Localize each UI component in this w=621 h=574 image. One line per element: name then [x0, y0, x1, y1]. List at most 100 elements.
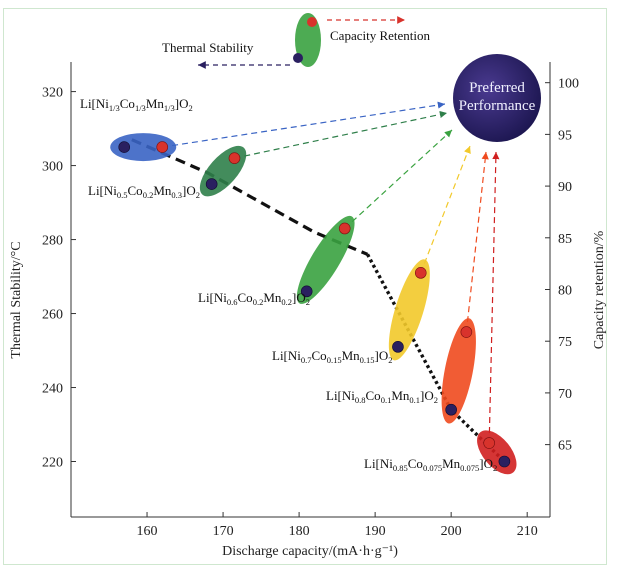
- y-right-tick-label: 100: [558, 77, 579, 92]
- label-part: Mn: [442, 456, 461, 471]
- legend-capacity-dot: [307, 17, 317, 27]
- label-subscript: 1/3: [135, 103, 146, 113]
- label-subscript: 2: [434, 395, 438, 405]
- y-left-tick-label: 280: [42, 234, 63, 249]
- legend-thermal-dot: [293, 53, 303, 63]
- label-part: ]O: [420, 388, 434, 403]
- label-subscript: 0.2: [253, 297, 264, 307]
- label-part: ]O: [375, 348, 389, 363]
- material-oval: [199, 145, 247, 197]
- thermal-stability-point: [205, 178, 218, 190]
- retention-arrow: [465, 151, 489, 333]
- thermal-stability-point: [392, 341, 404, 353]
- label-part: Li[Ni: [326, 388, 355, 403]
- label-part: Li[Ni: [272, 348, 301, 363]
- label-part: Mn: [146, 96, 165, 111]
- label-part: ]O: [292, 290, 306, 305]
- retention-arrow: [162, 101, 446, 148]
- y-right-tick-label: 70: [558, 387, 572, 402]
- label-part: Li[Ni: [80, 96, 109, 111]
- label-part: Co: [238, 290, 253, 305]
- x-tick-label: 190: [365, 524, 386, 539]
- label-group: Li[Ni1/3Co1/3Mn1/3]O2Li[Ni0.5Co0.2Mn0.3]…: [80, 96, 497, 473]
- label-subscript: 0.075: [423, 463, 442, 473]
- label-subscript: 2: [196, 190, 200, 200]
- label-part: Mn: [153, 183, 172, 198]
- material-group: [110, 133, 517, 475]
- y-left-tick-label: 240: [42, 382, 63, 397]
- label-subscript: 0.2: [281, 297, 292, 307]
- material-oval: [110, 133, 177, 162]
- label-part: ]O: [479, 456, 493, 471]
- thermal-stability-point: [300, 285, 313, 298]
- label-part: ]O: [175, 96, 189, 111]
- legend-thermal-label: Thermal Stability: [162, 40, 254, 55]
- legend: Capacity Retention Thermal Stability: [162, 13, 431, 69]
- material-label: Li[Ni0.85Co0.075Mn0.075]O2: [364, 456, 497, 473]
- label-subscript: 0.7: [301, 355, 312, 365]
- label-part: Co: [312, 348, 327, 363]
- label-subscript: 2: [493, 463, 497, 473]
- material-label: Li[Ni0.5Co0.2Mn0.3]O2: [88, 183, 200, 200]
- material-oval: [441, 318, 476, 424]
- y-left-tick-label: 220: [42, 456, 63, 471]
- label-part: Mn: [342, 348, 361, 363]
- retention-arrow: [488, 151, 500, 444]
- legend-capacity-label: Capacity Retention: [330, 28, 431, 43]
- label-subscript: 0.5: [117, 190, 128, 200]
- thermal-stability-point: [498, 455, 511, 468]
- y-right-tick-label: 95: [558, 128, 572, 143]
- y-axis-left-label: Thermal Stability/°C: [9, 241, 24, 358]
- y-right-tick-label: 90: [558, 180, 572, 195]
- label-part: ]O: [182, 183, 196, 198]
- x-tick-label: 160: [137, 524, 158, 539]
- y-right-tick-label: 65: [558, 439, 572, 454]
- label-subscript: 0.6: [227, 297, 238, 307]
- x-tick-label: 200: [441, 524, 462, 539]
- retention-arrow: [234, 110, 448, 159]
- capacity-retention-point: [156, 141, 169, 153]
- y-left-tick-label: 300: [42, 160, 63, 175]
- material-label: Li[Ni0.7Co0.15Mn0.15]O2: [272, 348, 392, 365]
- label-subscript: 0.3: [171, 190, 182, 200]
- label-part: Li[Ni: [88, 183, 117, 198]
- y-left-tick-label: 320: [42, 86, 63, 101]
- x-tick-label: 210: [517, 524, 538, 539]
- label-subscript: 0.15: [327, 355, 342, 365]
- thermal-stability-point: [118, 141, 131, 153]
- x-tick-label: 170: [213, 524, 234, 539]
- y-left-tick-label: 260: [42, 308, 63, 323]
- material-oval: [388, 259, 430, 361]
- label-subscript: 1/3: [109, 103, 120, 113]
- label-part: Co: [120, 96, 135, 111]
- legend-oval: [295, 13, 321, 67]
- label-part: Li[Ni: [364, 456, 393, 471]
- material-label: Li[Ni0.6Co0.2Mn0.2]O2: [198, 290, 310, 307]
- figure-frame: [3, 8, 607, 565]
- label-part: Mn: [391, 388, 410, 403]
- tick-group: 160 170 180 190 200 2102202402602803003206570…: [42, 77, 579, 539]
- label-subscript: 2: [388, 355, 392, 365]
- thermal-stability-point: [445, 403, 457, 416]
- capacity-retention-point: [228, 152, 241, 164]
- x-tick-label: 180: [289, 524, 310, 539]
- retention-arrow: [420, 145, 471, 274]
- preferred-performance-circle: [453, 54, 541, 142]
- label-subscript: 0.1: [409, 395, 420, 405]
- label-subscript: 0.15: [360, 355, 375, 365]
- y-right-tick-label: 75: [558, 335, 572, 350]
- material-label: Li[Ni0.8Co0.1Mn0.1]O2: [326, 388, 438, 405]
- y-right-tick-label: 80: [558, 284, 572, 299]
- label-part: Li[Ni: [198, 290, 227, 305]
- label-part: Co: [366, 388, 381, 403]
- retention-arrow: [344, 129, 453, 229]
- capacity-retention-point: [414, 267, 427, 279]
- label-part: Mn: [263, 290, 282, 305]
- capacity-retention-point: [483, 437, 495, 449]
- label-subscript: 1/3: [164, 103, 175, 113]
- x-axis-label: Discharge capacity/(mA·h·g⁻¹): [222, 544, 398, 559]
- label-subscript: 2: [188, 103, 192, 113]
- label-subscript: 0.075: [460, 463, 479, 473]
- label-part: Co: [408, 456, 423, 471]
